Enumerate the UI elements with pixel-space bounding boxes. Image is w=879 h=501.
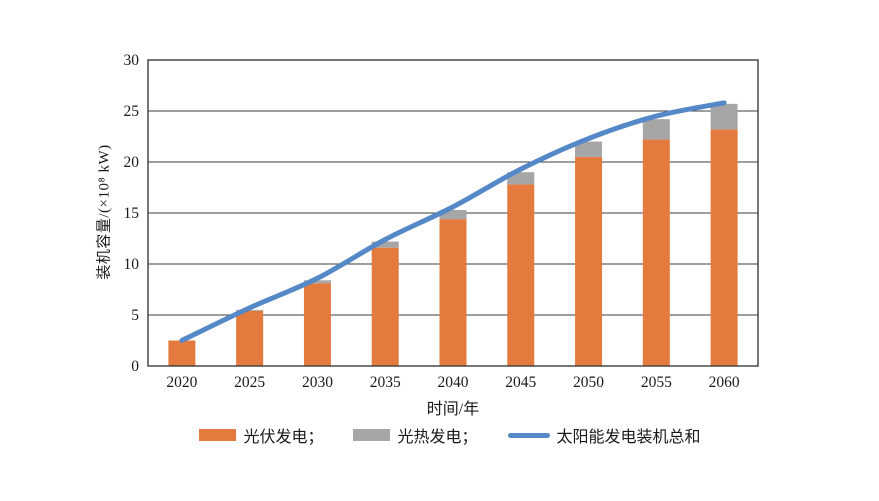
y-tick-label: 10 (124, 256, 140, 273)
pv-bar-2060 (710, 129, 738, 366)
y-tick-label: 5 (131, 307, 139, 324)
pv-bar-2055 (642, 139, 670, 366)
x-tick-label: 2050 (573, 374, 604, 391)
pv-bar-2040 (439, 219, 467, 366)
x-tick-label: 2035 (370, 374, 401, 391)
x-tick-label: 2055 (641, 374, 672, 391)
pv-bars (168, 129, 738, 366)
x-tick-label: 2020 (166, 374, 197, 391)
pv-bar-2020 (168, 340, 196, 366)
total-line-legend-swatch (507, 432, 550, 438)
y-tick-label: 30 (124, 52, 140, 69)
total-legend-label: 太阳能发电装机总和 (556, 429, 701, 446)
plot-border (147, 59, 759, 367)
x-axis-title: 时间/年 (426, 401, 480, 418)
csp-bar-2050 (575, 141, 603, 157)
csp-bar-2060 (710, 103, 738, 130)
pv-bar-2035 (371, 247, 399, 366)
y-axis-title: 装机容量/(×10⁸ kW) (96, 144, 113, 280)
legend-item-pv: 光伏发电； (199, 423, 323, 447)
legend-item-total: 太阳能发电装机总和 (507, 423, 701, 447)
x-tick-label: 2030 (302, 374, 333, 391)
x-tick-label: 2045 (505, 374, 536, 391)
pv-legend-swatch (199, 429, 237, 441)
x-tick-label: 2040 (438, 374, 469, 391)
y-tick-label: 15 (124, 205, 140, 222)
csp-bar-2040 (439, 209, 467, 220)
x-tick-label: 2025 (234, 374, 265, 391)
y-tick-label: 20 (124, 154, 140, 171)
csp-bar-2030 (303, 280, 331, 284)
y-tick-labels: 0 5 10 15 20 25 30 (124, 52, 140, 375)
csp-bars (236, 103, 738, 311)
csp-bar-2035 (371, 241, 399, 248)
x-tick-labels: 2020 2025 2030 2035 2040 2045 2050 2055 2060 (166, 374, 739, 391)
pv-bar-2045 (507, 184, 535, 366)
csp-legend-label: 光热发电； (397, 429, 478, 446)
csp-legend-swatch (353, 429, 391, 441)
x-tick-label: 2060 (709, 374, 740, 391)
pv-bar-2025 (236, 310, 264, 366)
pv-legend-label: 光伏发电； (243, 429, 324, 446)
csp-bar-2055 (642, 119, 670, 140)
y-tick-label: 0 (131, 358, 139, 375)
legend-item-csp: 光热发电； (353, 423, 478, 447)
y-tick-label: 25 (124, 103, 140, 120)
total-line (179, 100, 727, 343)
pv-bar-2030 (303, 283, 331, 366)
pv-bar-2050 (575, 156, 603, 366)
legend: 光伏发电； 光热发电； 太阳能发电装机总和 (120, 423, 780, 447)
